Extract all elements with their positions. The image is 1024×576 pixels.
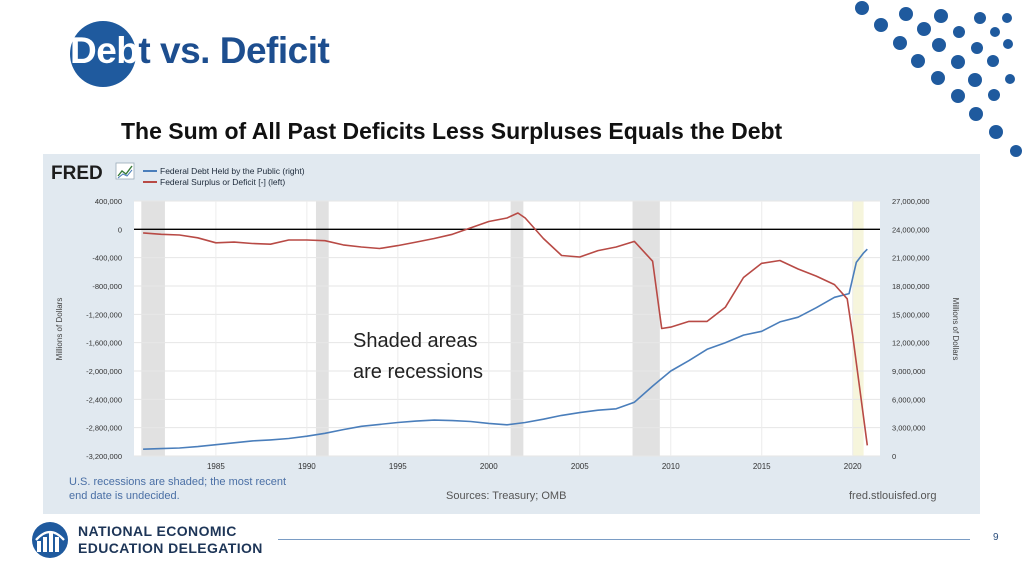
recession-note-line-1: U.S. recessions are shaded; the most rec… [69, 476, 286, 488]
org-name: NATIONAL ECONOMIC EDUCATION DELEGATION [78, 523, 263, 557]
left-axis-tick-label: -1,200,000 [86, 310, 122, 319]
need-logo-icon [32, 522, 68, 558]
right-axis-tick-label: 27,000,000 [892, 197, 930, 206]
right-axis-tick-label: 9,000,000 [892, 367, 925, 376]
x-axis-tick-label: 2010 [662, 462, 680, 471]
recession-band [510, 201, 524, 456]
x-axis-tick-label: 1985 [207, 462, 225, 471]
right-axis-tick-label: 24,000,000 [892, 225, 930, 234]
left-axis-tick-label: -1,600,000 [86, 339, 122, 348]
series-line-federal-debt [143, 248, 868, 450]
right-axis-tick-label: 18,000,000 [892, 282, 930, 291]
right-axis-tick-label: 6,000,000 [892, 395, 925, 404]
recession-band [852, 201, 864, 456]
title-circle [70, 21, 136, 87]
fred-logo: FRED [51, 163, 103, 184]
left-axis-tick-label: -2,000,000 [86, 367, 122, 376]
recession-annotation-line-2: are recessions [353, 361, 484, 383]
right-axis-tick-label: 12,000,000 [892, 339, 930, 348]
x-axis-tick-label: 2015 [753, 462, 771, 471]
right-axis-label: Millions of Dollars [951, 298, 960, 361]
left-axis-tick-label: -400,000 [92, 254, 122, 263]
legend-label-deficit: Federal Surplus or Deficit [-] (left) [160, 177, 285, 187]
series-line-surplus-deficit [143, 212, 869, 446]
fred-url[interactable]: fred.stlouisfed.org [849, 490, 936, 502]
recession-note-line-2: end date is undecided. [69, 490, 180, 502]
slide-title-part-1: Deb [70, 30, 139, 71]
left-axis-tick-label: -2,400,000 [86, 395, 122, 404]
right-axis-tick-label: 0 [892, 452, 896, 461]
slide-title-part-2: t vs. Deficit [138, 30, 330, 71]
org-name-line-1: NATIONAL ECONOMIC [78, 523, 237, 539]
left-axis-label: Millions of Dollars [55, 298, 64, 361]
legend-label-debt: Federal Debt Held by the Public (right) [160, 166, 305, 176]
left-axis-tick-label: -3,200,000 [86, 452, 122, 461]
page-number: 9 [993, 532, 999, 543]
slide-title: Debt vs. Deficit [70, 30, 330, 72]
slide-subtitle: The Sum of All Past Deficits Less Surplu… [121, 118, 783, 144]
recession-band [632, 201, 660, 456]
fred-logo-graph-icon [115, 162, 135, 180]
fred-chart-panel: 400,000 0 -400,000 -800,000 -1,200,000 -1,600… [43, 154, 980, 514]
x-axis-tick-label: 2005 [571, 462, 589, 471]
x-axis-tick-label: 2000 [480, 462, 498, 471]
x-axis-tick-label: 1995 [389, 462, 407, 471]
left-axis-tick-label: -2,800,000 [86, 424, 122, 433]
recession-band [141, 201, 165, 456]
x-axis-tick-label: 1990 [298, 462, 316, 471]
right-axis-tick-label: 15,000,000 [892, 310, 930, 319]
org-name-line-2: EDUCATION DELEGATION [78, 540, 263, 556]
recession-annotation: Shaded areas are recessions [353, 326, 483, 388]
left-axis-tick-label: -800,000 [92, 282, 122, 291]
right-axis-tick-label: 3,000,000 [892, 424, 925, 433]
left-axis-tick-label: 0 [118, 225, 122, 234]
sources-label: Sources: Treasury; OMB [446, 490, 566, 502]
recession-annotation-line-1: Shaded areas [353, 330, 478, 352]
left-axis-tick-label: 400,000 [95, 197, 122, 206]
decorative-dot-pattern [855, 1, 1022, 157]
right-axis-tick-label: 21,000,000 [892, 254, 930, 263]
fred-chart: 400,000 0 -400,000 -800,000 -1,200,000 -1,600… [51, 162, 960, 502]
x-axis-tick-label: 2020 [844, 462, 862, 471]
recession-band [315, 201, 329, 456]
footer-divider [278, 539, 970, 540]
